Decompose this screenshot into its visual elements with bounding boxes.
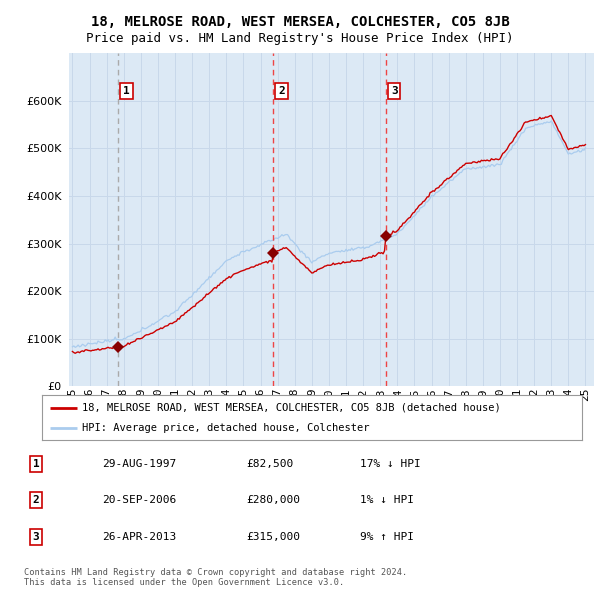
Text: 18, MELROSE ROAD, WEST MERSEA, COLCHESTER, CO5 8JB (detached house): 18, MELROSE ROAD, WEST MERSEA, COLCHESTE… [83, 403, 501, 412]
Text: 20-SEP-2006: 20-SEP-2006 [102, 496, 176, 505]
Text: 18, MELROSE ROAD, WEST MERSEA, COLCHESTER, CO5 8JB: 18, MELROSE ROAD, WEST MERSEA, COLCHESTE… [91, 15, 509, 29]
Text: 29-AUG-1997: 29-AUG-1997 [102, 459, 176, 468]
Text: 1% ↓ HPI: 1% ↓ HPI [360, 496, 414, 505]
Text: £280,000: £280,000 [246, 496, 300, 505]
Text: 3: 3 [32, 532, 40, 542]
Text: 2: 2 [32, 496, 40, 505]
Text: 1: 1 [123, 86, 130, 96]
Text: 17% ↓ HPI: 17% ↓ HPI [360, 459, 421, 468]
Text: Price paid vs. HM Land Registry's House Price Index (HPI): Price paid vs. HM Land Registry's House … [86, 32, 514, 45]
Text: 3: 3 [391, 86, 398, 96]
Text: HPI: Average price, detached house, Colchester: HPI: Average price, detached house, Colc… [83, 424, 370, 434]
Text: £315,000: £315,000 [246, 532, 300, 542]
Text: £82,500: £82,500 [246, 459, 293, 468]
Text: 1: 1 [32, 459, 40, 468]
Text: 2: 2 [278, 86, 285, 96]
Text: 26-APR-2013: 26-APR-2013 [102, 532, 176, 542]
Text: Contains HM Land Registry data © Crown copyright and database right 2024.
This d: Contains HM Land Registry data © Crown c… [24, 568, 407, 587]
Text: 9% ↑ HPI: 9% ↑ HPI [360, 532, 414, 542]
